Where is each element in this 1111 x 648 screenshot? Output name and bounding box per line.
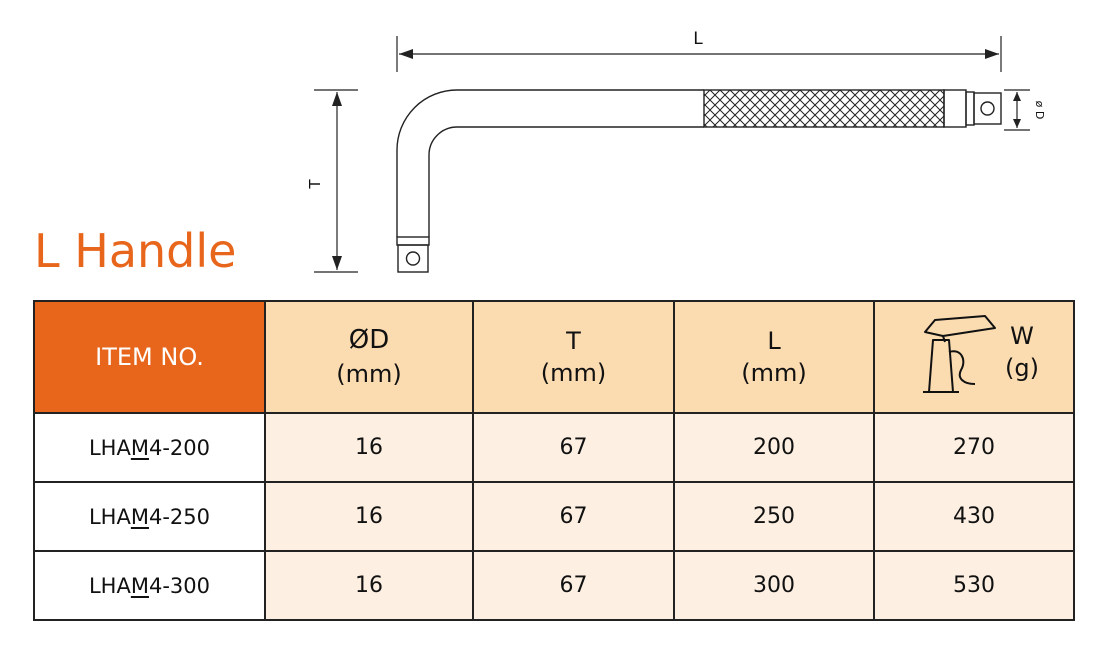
diameter-header-name: ØD <box>348 325 390 356</box>
t-header: T (mm) <box>472 300 675 414</box>
l-header: L (mm) <box>673 300 875 414</box>
weighing-scale-icon <box>923 314 996 393</box>
item-no-header: ITEM NO. <box>33 300 266 414</box>
w-cell: 430 <box>873 481 1075 552</box>
w-header: W (g) <box>873 300 1075 414</box>
l-cell: 300 <box>673 550 875 621</box>
w-header-unit: (g) <box>1005 354 1039 383</box>
diameter-cell: 16 <box>264 550 474 621</box>
l-header-unit: (mm) <box>741 359 807 387</box>
item-mid: M <box>130 573 149 598</box>
item-suffix: 4-250 <box>148 504 210 529</box>
table-header-row: ITEM NO. ØD (mm) T (mm) L (mm) <box>33 300 1075 414</box>
item-prefix: LHA <box>88 435 131 460</box>
table-row: LHAM4-200 16 67 200 270 <box>33 412 1075 483</box>
spec-table: ITEM NO. ØD (mm) T (mm) L (mm) <box>33 300 1075 621</box>
t-cell: 67 <box>472 412 675 483</box>
t-header-name: T <box>566 326 581 355</box>
t-cell: 67 <box>472 550 675 621</box>
length-label: L <box>693 29 703 49</box>
item-no-cell: LHAM4-300 <box>33 550 266 621</box>
table-row: LHAM4-250 16 67 250 430 <box>33 481 1075 552</box>
t-cell: 67 <box>472 481 675 552</box>
diameter-dimension: ø D <box>1004 89 1046 131</box>
item-suffix: 4-200 <box>148 435 210 460</box>
item-no-cell: LHAM4-250 <box>33 481 266 552</box>
table-row: LHAM4-300 16 67 300 530 <box>33 550 1075 621</box>
item-mid: M <box>130 504 149 529</box>
item-suffix: 4-300 <box>148 573 210 598</box>
t-header-unit: (mm) <box>540 359 607 387</box>
length-dimension: L <box>396 29 1002 72</box>
height-dimension: T <box>306 89 358 273</box>
diameter-header-unit: (mm) <box>336 360 402 389</box>
item-no-cell: LHAM4-200 <box>33 412 266 483</box>
height-label: T <box>306 179 324 190</box>
l-handle-drawing: L T ø D <box>306 29 1046 273</box>
item-prefix: LHA <box>88 504 131 529</box>
diameter-label: ø D <box>1033 101 1046 120</box>
diameter-cell: 16 <box>264 412 474 483</box>
item-mid: M <box>130 435 149 460</box>
w-cell: 270 <box>873 412 1075 483</box>
l-handle-shape <box>396 89 1002 273</box>
l-cell: 200 <box>673 412 875 483</box>
item-prefix: LHA <box>88 573 131 598</box>
w-cell: 530 <box>873 550 1075 621</box>
diameter-header: ØD (mm) <box>264 300 474 414</box>
w-header-name: W <box>1010 321 1034 350</box>
l-cell: 250 <box>673 481 875 552</box>
diameter-cell: 16 <box>264 481 474 552</box>
l-header-name: L <box>767 326 781 355</box>
page-title: L Handle <box>34 224 237 278</box>
